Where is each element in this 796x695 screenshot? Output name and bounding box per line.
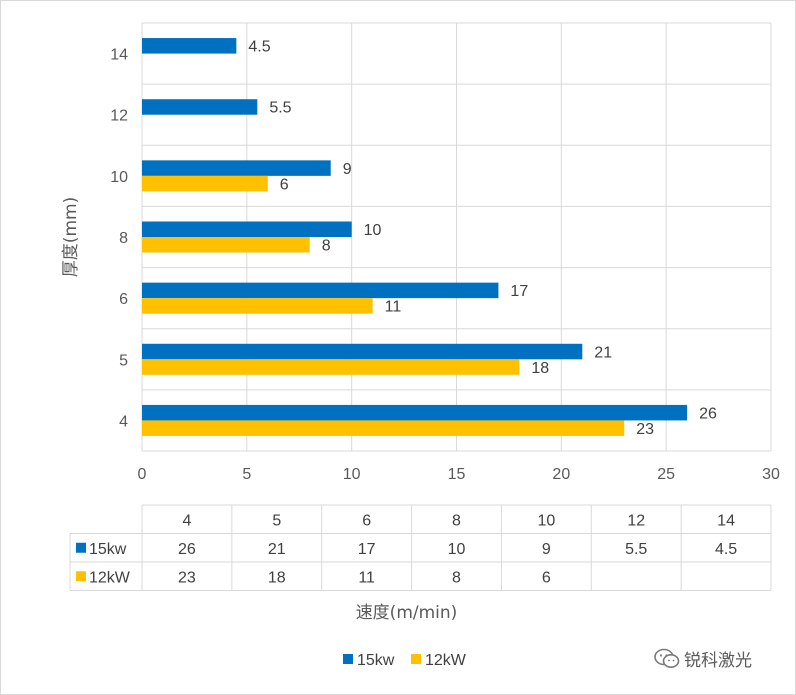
table-cell: 4.5 <box>715 541 737 558</box>
data-label: 10 <box>364 222 382 239</box>
y-tick-label: 14 <box>110 47 128 64</box>
data-label: 21 <box>594 344 612 361</box>
x-tick-label: 15 <box>448 466 466 483</box>
data-label: 18 <box>531 360 549 377</box>
y-tick-label: 10 <box>110 169 128 186</box>
table-header-cell: 4 <box>182 512 191 529</box>
bar <box>142 298 373 314</box>
data-label: 17 <box>510 283 528 300</box>
y-tick-label: 12 <box>110 108 128 125</box>
data-label: 26 <box>699 405 717 422</box>
table-cell: 9 <box>542 541 551 558</box>
table-cell: 5.5 <box>625 541 647 558</box>
table-cell: 11 <box>358 569 375 586</box>
watermark: 锐科激光 <box>654 646 752 671</box>
bar <box>142 359 520 375</box>
data-label: 5.5 <box>269 100 291 117</box>
y-tick-label: 6 <box>119 291 128 308</box>
x-tick-label: 5 <box>242 466 251 483</box>
bar <box>142 175 268 192</box>
table-cell: 6 <box>542 569 551 586</box>
table-series-name: 15kw <box>89 541 127 558</box>
bar <box>142 38 237 54</box>
x-tick-label: 10 <box>343 466 361 483</box>
legend-key <box>411 654 421 664</box>
bar <box>142 343 583 360</box>
watermark-text: 锐科激光 <box>684 651 752 671</box>
table-legend-key <box>76 571 86 582</box>
bar <box>142 420 625 436</box>
table-header-cell: 12 <box>627 512 645 529</box>
table-header-cell: 10 <box>537 512 555 529</box>
legend-label: 15kw <box>357 652 395 669</box>
y-tick-label: 5 <box>119 352 128 369</box>
bar <box>142 221 352 237</box>
table-cell: 17 <box>358 541 376 558</box>
table-cell: 18 <box>268 569 286 586</box>
data-label: 8 <box>322 238 331 255</box>
x-tick-label: 20 <box>552 466 570 483</box>
table-cell: 21 <box>268 541 286 558</box>
x-tick-label: 30 <box>762 466 780 483</box>
y-tick-label: 8 <box>119 230 128 247</box>
data-label: 23 <box>636 421 654 438</box>
bar <box>142 99 258 115</box>
table-series-name: 12kW <box>89 569 131 586</box>
x-tick-label: 25 <box>657 466 675 483</box>
table-cell: 10 <box>448 541 466 558</box>
legend-key <box>343 654 353 664</box>
table-cell: 23 <box>178 569 196 586</box>
table-header-cell: 14 <box>717 512 735 529</box>
bar <box>142 160 331 176</box>
legend-label: 12kW <box>425 652 467 669</box>
bar <box>142 404 688 421</box>
table-legend-key <box>76 542 86 553</box>
x-tick-label: 0 <box>138 466 147 483</box>
table-header-cell: 5 <box>272 512 281 529</box>
data-label: 9 <box>343 161 352 178</box>
table-header-cell: 6 <box>362 512 371 529</box>
table-cell: 8 <box>452 569 461 586</box>
wechat-icon <box>654 648 680 670</box>
data-label: 6 <box>280 176 289 193</box>
x-axis-title: 速度(m/min) <box>356 603 458 623</box>
data-label: 4.5 <box>248 39 270 56</box>
table-header-cell: 8 <box>452 512 461 529</box>
y-tick-label: 4 <box>119 413 128 430</box>
bar <box>142 282 499 299</box>
y-axis-title: 厚度(mm) <box>61 197 81 277</box>
table-cell: 26 <box>178 541 196 558</box>
bar <box>142 237 310 253</box>
data-label: 11 <box>385 299 402 316</box>
